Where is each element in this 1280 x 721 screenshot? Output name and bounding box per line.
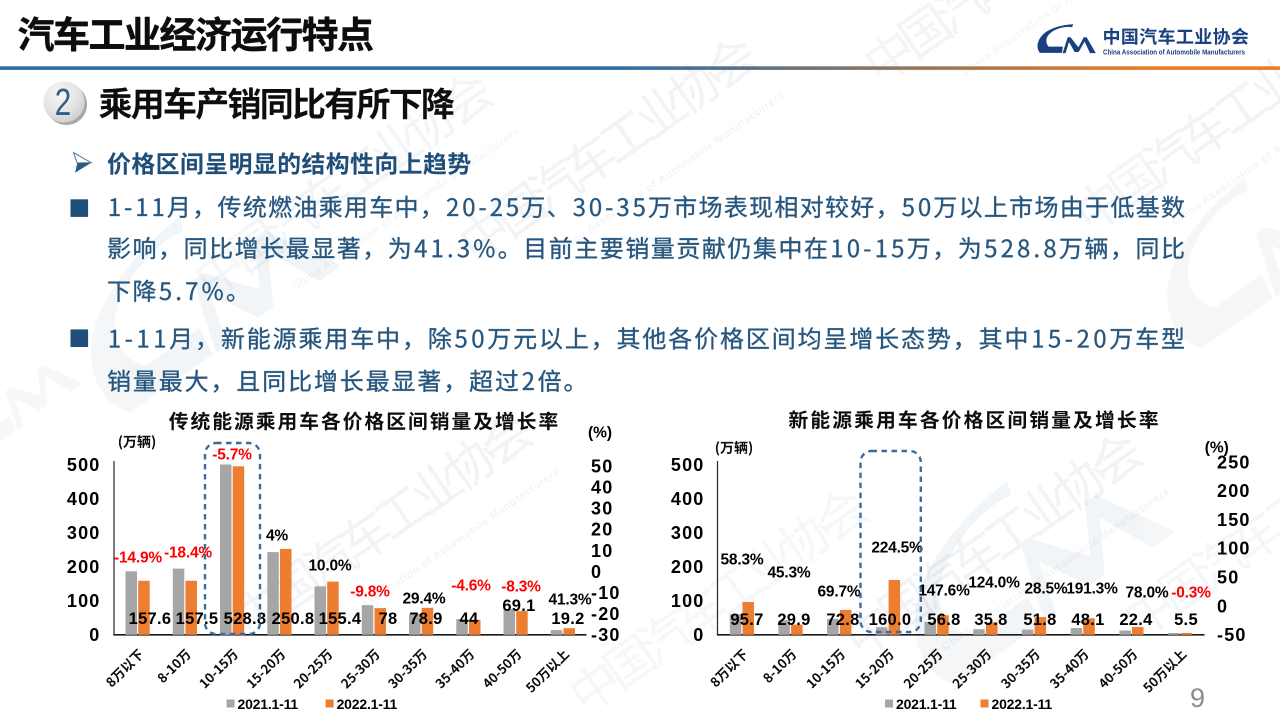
svg-text:400: 400 [67, 489, 101, 509]
svg-text:-0.3%: -0.3% [1171, 585, 1211, 602]
svg-text:72.8: 72.8 [826, 611, 859, 629]
svg-text:147.6%: 147.6% [918, 583, 970, 600]
svg-text:-4.6%: -4.6% [451, 578, 491, 595]
svg-text:100: 100 [67, 591, 101, 611]
svg-text:2: 2 [55, 81, 71, 123]
svg-text:0: 0 [89, 625, 100, 645]
svg-text:5.5: 5.5 [1174, 611, 1198, 629]
svg-text:44: 44 [460, 610, 479, 628]
svg-text:-9.8%: -9.8% [350, 584, 390, 601]
svg-text:58.3%: 58.3% [721, 552, 764, 569]
svg-text:45.3%: 45.3% [768, 565, 811, 582]
svg-text:30: 30 [591, 499, 613, 519]
svg-text:300: 300 [671, 523, 705, 543]
svg-text:4%: 4% [266, 528, 288, 545]
svg-text:200: 200 [1217, 481, 1251, 501]
svg-text:78.9: 78.9 [409, 610, 442, 628]
svg-text:95.7: 95.7 [730, 611, 763, 629]
svg-text:48.1: 48.1 [1071, 611, 1104, 629]
svg-text:0: 0 [1217, 596, 1228, 616]
svg-text:2021.1-11: 2021.1-11 [896, 696, 957, 712]
svg-text:22.4: 22.4 [1119, 611, 1153, 629]
svg-text:41.3%: 41.3% [549, 592, 592, 609]
svg-text:51.8: 51.8 [1023, 611, 1056, 629]
svg-text:100: 100 [671, 591, 705, 611]
svg-text:69.1: 69.1 [502, 597, 535, 615]
svg-text:-10: -10 [591, 583, 621, 603]
svg-text:-20: -20 [591, 604, 621, 624]
svg-text:500: 500 [671, 455, 705, 475]
svg-text:35.8: 35.8 [974, 611, 1007, 629]
svg-text:124.0%: 124.0% [968, 575, 1020, 592]
svg-text:-50: -50 [1217, 625, 1247, 645]
svg-text:250: 250 [1217, 452, 1251, 472]
svg-text:69.7%: 69.7% [818, 584, 861, 601]
svg-text:19.2: 19.2 [551, 610, 584, 628]
svg-text:50: 50 [1217, 568, 1239, 588]
svg-text:10.0%: 10.0% [309, 558, 352, 575]
svg-text:9: 9 [1190, 683, 1205, 713]
svg-text:0: 0 [693, 625, 704, 645]
svg-text:155.4: 155.4 [319, 610, 362, 628]
svg-text:2022.1-11: 2022.1-11 [337, 696, 398, 712]
svg-text:78.0%: 78.0% [1126, 585, 1169, 602]
svg-text:200: 200 [671, 557, 705, 577]
svg-text:200: 200 [67, 557, 101, 577]
svg-text:20: 20 [591, 520, 613, 540]
svg-text:40: 40 [591, 478, 613, 498]
svg-text:400: 400 [671, 489, 705, 509]
svg-text:2022.1-11: 2022.1-11 [992, 696, 1053, 712]
svg-text:150: 150 [1217, 510, 1251, 530]
svg-text:300: 300 [67, 523, 101, 543]
svg-text:29.9: 29.9 [777, 611, 810, 629]
svg-text:10: 10 [591, 541, 613, 561]
svg-text:0: 0 [591, 562, 602, 582]
svg-text:191.3%: 191.3% [1066, 581, 1118, 598]
svg-text:-14.9%: -14.9% [114, 550, 162, 567]
svg-text:250.8: 250.8 [272, 610, 315, 628]
svg-text:(%): (%) [1205, 440, 1229, 457]
svg-text:157.5: 157.5 [176, 610, 219, 628]
svg-text:100: 100 [1217, 539, 1251, 559]
svg-text:50: 50 [591, 456, 613, 476]
svg-text:28.5%: 28.5% [1025, 581, 1068, 598]
svg-text:2021.1-11: 2021.1-11 [238, 696, 299, 712]
svg-text:(%): (%) [588, 425, 612, 442]
svg-text:78: 78 [379, 610, 398, 628]
svg-text:500: 500 [67, 455, 101, 475]
svg-text:29.4%: 29.4% [403, 591, 446, 608]
svg-text:528.8: 528.8 [224, 610, 267, 628]
svg-text:-5.7%: -5.7% [212, 447, 252, 464]
svg-text:-18.4%: -18.4% [164, 545, 212, 562]
svg-text:160.0: 160.0 [869, 611, 912, 629]
svg-text:56.8: 56.8 [927, 611, 960, 629]
svg-text:224.5%: 224.5% [871, 540, 923, 557]
svg-text:China Association of Automobil: China Association of Automobile Manufact… [1103, 50, 1245, 57]
svg-text:157.6: 157.6 [129, 610, 172, 628]
svg-text:-8.3%: -8.3% [501, 579, 541, 596]
svg-text:-30: -30 [591, 625, 621, 645]
